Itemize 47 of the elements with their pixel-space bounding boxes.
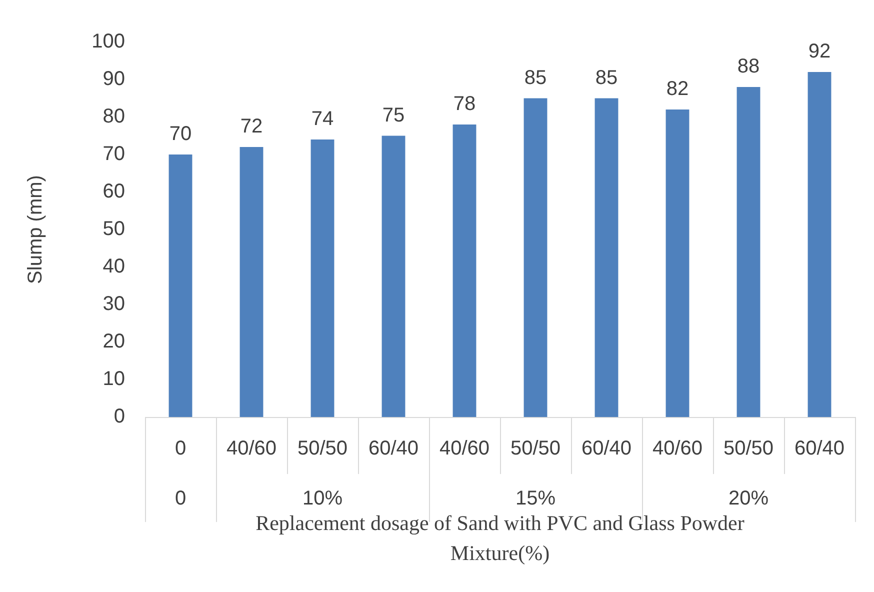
x-tick-label: 60/40: [794, 438, 845, 460]
x-tick-label: 40/60: [439, 438, 490, 460]
bar: [452, 124, 476, 417]
y-tick-label: 70: [102, 143, 125, 166]
y-tick-label: 80: [102, 106, 125, 128]
bar: [736, 87, 760, 417]
bar: [808, 72, 832, 417]
data-label: 88: [737, 56, 760, 78]
data-label: 75: [382, 104, 405, 126]
bar: [594, 98, 618, 417]
bar: [240, 147, 264, 417]
y-tick-label: 100: [92, 30, 125, 53]
y-tick-label: 90: [102, 68, 125, 90]
bar: [310, 140, 334, 417]
y-tick-label: 40: [102, 256, 125, 278]
y-tick-label: 0: [114, 406, 125, 428]
x-tick-label: 60/40: [581, 438, 632, 460]
text: 0: [174, 488, 186, 510]
x-tick-label: 50/50: [510, 438, 561, 460]
bar: [524, 98, 548, 417]
data-label: 85: [595, 66, 618, 89]
x-tick-label: 0: [174, 438, 186, 460]
x-tick-label: 60/40: [368, 438, 419, 460]
text: 10%: [302, 488, 343, 510]
text: 15%: [515, 488, 556, 510]
bar: [382, 136, 406, 417]
data-label: 74: [311, 108, 334, 130]
y-axis-title: Slump (mm): [24, 175, 47, 284]
data-label: 78: [453, 93, 476, 116]
data-label: 85: [524, 66, 547, 89]
y-tick-label: 20: [102, 330, 125, 353]
data-label: 82: [666, 78, 689, 100]
data-label: 70: [169, 123, 192, 146]
x-tick-label: 40/60: [652, 438, 703, 460]
x-tick-label: 50/50: [723, 438, 774, 460]
y-tick-label: 30: [102, 293, 125, 316]
x-tick-label: 40/60: [226, 438, 277, 460]
x-tick-label: 50/50: [297, 438, 348, 460]
data-label: 72: [240, 116, 263, 138]
bar: [666, 110, 690, 417]
y-tick-label: 60: [102, 180, 125, 203]
bar: [168, 154, 192, 417]
x-axis-title: Replacement dosage of Sand with PVC and Glass Powder Mixture(%): [254, 510, 746, 567]
y-tick-label: 10: [102, 368, 125, 390]
y-tick-label: 50: [102, 218, 125, 240]
text: 20%: [728, 488, 769, 510]
data-label: 92: [808, 40, 831, 63]
